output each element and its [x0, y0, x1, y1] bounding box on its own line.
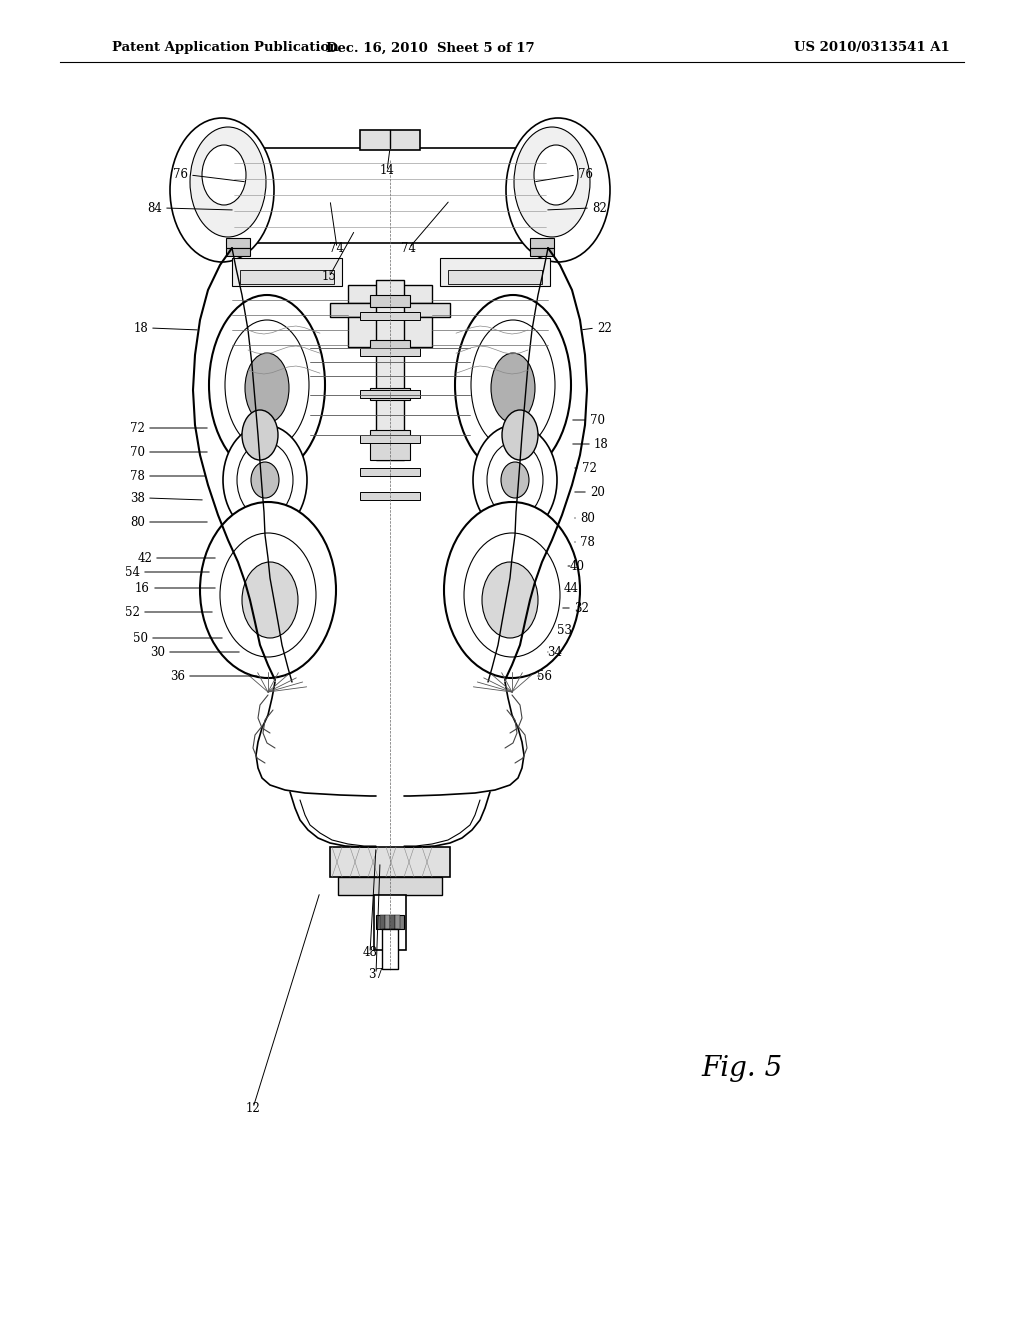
- Bar: [395, 915, 400, 929]
- Ellipse shape: [242, 562, 298, 638]
- Bar: [360, 492, 420, 500]
- Ellipse shape: [190, 127, 266, 238]
- Text: 34: 34: [547, 645, 562, 659]
- Bar: [226, 248, 250, 256]
- Ellipse shape: [242, 411, 278, 459]
- Ellipse shape: [514, 127, 590, 238]
- Text: 18: 18: [594, 437, 608, 450]
- Text: US 2010/0313541 A1: US 2010/0313541 A1: [795, 41, 950, 54]
- Ellipse shape: [444, 502, 580, 678]
- Text: Fig. 5: Fig. 5: [701, 1056, 782, 1082]
- Text: 74: 74: [401, 242, 417, 255]
- Text: 42: 42: [137, 552, 152, 565]
- Bar: [380, 915, 385, 929]
- Ellipse shape: [202, 145, 246, 205]
- Bar: [330, 847, 450, 876]
- Ellipse shape: [501, 462, 529, 498]
- Text: 50: 50: [133, 631, 148, 644]
- Text: 78: 78: [580, 536, 595, 549]
- Text: 12: 12: [246, 1101, 260, 1114]
- Bar: [385, 915, 390, 929]
- Text: 36: 36: [170, 669, 185, 682]
- Text: 80: 80: [580, 511, 595, 524]
- Text: 72: 72: [130, 421, 145, 434]
- Ellipse shape: [534, 145, 578, 205]
- Text: Dec. 16, 2010  Sheet 5 of 17: Dec. 16, 2010 Sheet 5 of 17: [326, 41, 535, 54]
- Bar: [360, 348, 420, 356]
- Ellipse shape: [209, 294, 325, 475]
- Bar: [240, 271, 334, 284]
- Bar: [370, 388, 410, 400]
- Bar: [348, 317, 432, 347]
- Ellipse shape: [223, 425, 307, 535]
- Text: Patent Application Publication: Patent Application Publication: [112, 41, 339, 54]
- Bar: [370, 294, 410, 308]
- Bar: [330, 304, 450, 317]
- Bar: [370, 341, 410, 352]
- Ellipse shape: [245, 352, 289, 422]
- Bar: [370, 430, 410, 459]
- Bar: [390, 915, 395, 929]
- Text: 15: 15: [322, 271, 337, 284]
- Text: 84: 84: [147, 202, 162, 214]
- Bar: [360, 129, 420, 150]
- Bar: [360, 312, 420, 319]
- Bar: [360, 469, 420, 477]
- Text: 78: 78: [130, 470, 145, 483]
- Bar: [376, 280, 404, 459]
- Text: 82: 82: [592, 202, 607, 214]
- Ellipse shape: [490, 352, 535, 422]
- Text: 38: 38: [130, 491, 145, 504]
- Bar: [338, 876, 442, 895]
- Bar: [360, 389, 420, 399]
- Text: 30: 30: [150, 645, 165, 659]
- Bar: [232, 257, 342, 286]
- Bar: [440, 257, 550, 286]
- Text: 18: 18: [133, 322, 148, 334]
- Text: 40: 40: [570, 560, 585, 573]
- Ellipse shape: [502, 411, 538, 459]
- Text: 14: 14: [380, 165, 394, 177]
- Text: 20: 20: [590, 486, 605, 499]
- Bar: [530, 248, 554, 256]
- Ellipse shape: [200, 502, 336, 678]
- Text: 44: 44: [564, 582, 579, 594]
- Text: 22: 22: [597, 322, 611, 334]
- Bar: [449, 271, 542, 284]
- Bar: [530, 238, 554, 248]
- Text: 70: 70: [130, 446, 145, 458]
- Text: 52: 52: [125, 606, 140, 619]
- Text: 37: 37: [369, 968, 384, 981]
- Text: 76: 76: [173, 169, 188, 181]
- Bar: [382, 929, 398, 969]
- Text: 76: 76: [578, 169, 593, 181]
- Bar: [232, 148, 548, 243]
- Text: 54: 54: [125, 565, 140, 578]
- Ellipse shape: [170, 117, 274, 261]
- Text: 70: 70: [590, 413, 605, 426]
- Bar: [226, 238, 250, 248]
- Text: 53: 53: [557, 623, 572, 636]
- Text: 74: 74: [330, 242, 344, 255]
- Text: 80: 80: [130, 516, 145, 528]
- Ellipse shape: [473, 425, 557, 535]
- Bar: [376, 915, 404, 929]
- Ellipse shape: [506, 117, 610, 261]
- Text: 32: 32: [574, 602, 589, 615]
- Text: 56: 56: [537, 669, 552, 682]
- Text: 72: 72: [582, 462, 597, 474]
- Ellipse shape: [455, 294, 571, 475]
- Bar: [348, 285, 432, 304]
- Ellipse shape: [251, 462, 279, 498]
- Ellipse shape: [482, 562, 538, 638]
- Bar: [360, 436, 420, 444]
- Text: 16: 16: [135, 582, 150, 594]
- Bar: [374, 895, 406, 950]
- Text: 48: 48: [362, 946, 378, 960]
